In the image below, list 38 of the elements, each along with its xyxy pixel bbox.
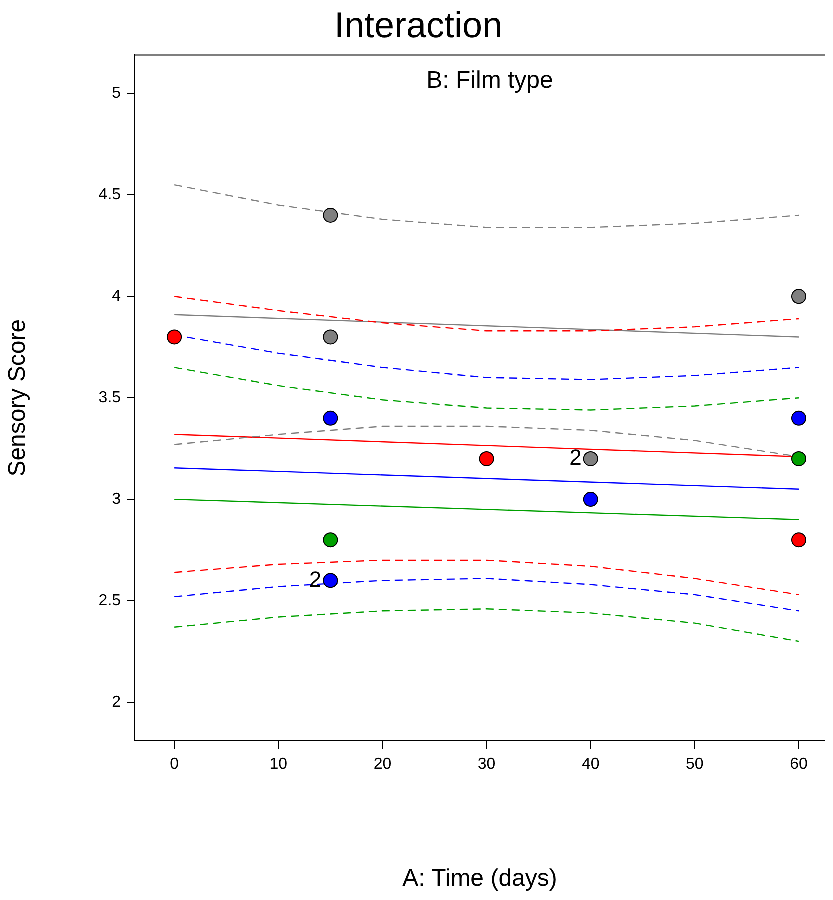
x-tick-label: 10 bbox=[270, 756, 288, 774]
line-series bbox=[174, 608, 800, 642]
y-axis-title: Sensory Score bbox=[4, 319, 32, 477]
y-tick-label: 4 bbox=[112, 288, 122, 306]
y-tick-label: 4.5 bbox=[98, 186, 122, 204]
point bbox=[791, 532, 806, 548]
x-tick-label: 30 bbox=[478, 756, 496, 774]
point bbox=[323, 208, 338, 223]
x-tick-label: 20 bbox=[374, 756, 392, 774]
point bbox=[791, 289, 806, 304]
line-series bbox=[174, 296, 800, 332]
point bbox=[167, 330, 182, 345]
x-tick-label: 60 bbox=[790, 756, 808, 774]
x-tick-label: 0 bbox=[170, 756, 180, 774]
point bbox=[323, 410, 338, 426]
x-axis-title: A: Time (days) bbox=[402, 865, 558, 892]
y-tick-label: 3.5 bbox=[98, 390, 122, 407]
y-tick-label: 2 bbox=[112, 694, 122, 711]
annotation: B: Film type bbox=[426, 66, 554, 94]
point bbox=[583, 451, 598, 466]
chart-title: Interaction bbox=[334, 4, 503, 46]
y-tick-label: 2.5 bbox=[98, 592, 122, 610]
y-tick-label: 3 bbox=[112, 490, 122, 508]
point bbox=[323, 330, 338, 345]
annotation: 2 bbox=[570, 445, 582, 470]
x-tick-label: 50 bbox=[686, 756, 704, 774]
line-series bbox=[174, 184, 800, 228]
y-tick-label: 5 bbox=[112, 85, 122, 102]
x-tick-label: 40 bbox=[582, 756, 600, 774]
point bbox=[791, 410, 806, 426]
line-series bbox=[174, 560, 800, 596]
point bbox=[583, 492, 598, 508]
point bbox=[323, 532, 338, 548]
annotation: 2 bbox=[309, 566, 322, 592]
point bbox=[791, 451, 806, 466]
point bbox=[323, 573, 338, 588]
point bbox=[479, 451, 494, 466]
line-series bbox=[174, 367, 800, 411]
